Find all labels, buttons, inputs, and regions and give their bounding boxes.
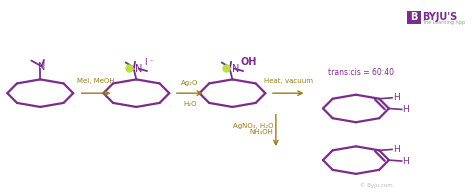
Text: BYJU'S: BYJU'S [422,12,457,23]
Text: H: H [402,157,410,165]
Text: N: N [136,64,143,74]
Text: MeI, MeOH: MeI, MeOH [77,78,115,84]
Text: AgNO₃, H₂O: AgNO₃, H₂O [233,123,273,129]
Text: B: B [410,12,418,23]
Text: H₂O: H₂O [183,101,197,107]
Text: ⁻: ⁻ [149,60,153,66]
Text: H: H [393,145,400,154]
Text: H: H [393,93,400,102]
Text: OH: OH [240,57,256,67]
Text: I: I [144,58,147,67]
Text: The Learning App: The Learning App [422,20,465,25]
Text: H: H [402,105,410,114]
Text: Heat, vacuum: Heat, vacuum [264,78,313,84]
Text: © Byju.com: © Byju.com [360,182,393,188]
Text: N: N [231,64,239,74]
FancyBboxPatch shape [407,11,421,23]
Text: NH₄OH: NH₄OH [250,129,273,135]
Text: trans:cis = 60:40: trans:cis = 60:40 [328,68,393,77]
Text: ⁻: ⁻ [252,59,256,64]
Text: Ag₂O: Ag₂O [181,80,199,86]
Text: N: N [38,62,46,72]
